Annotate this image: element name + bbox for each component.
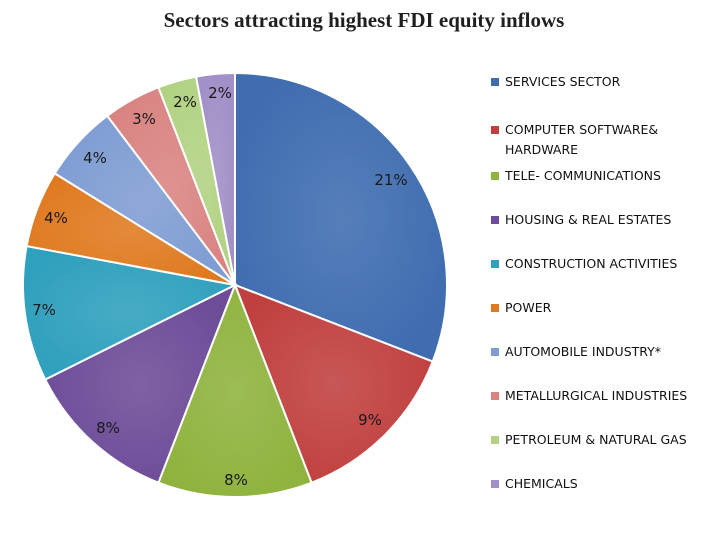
slice-data-label-8: 3% — [132, 110, 156, 128]
legend-label: COMPUTER SOFTWARE& HARDWARE — [505, 122, 659, 157]
slice-data-label-9: 2% — [173, 93, 197, 111]
pie-slice-2 — [233, 283, 434, 484]
legend-item-9: PETROLEUM & NATURAL GAS — [491, 430, 721, 450]
slice-data-label-10: 2% — [208, 84, 232, 102]
slice-data-label-6: 4% — [44, 209, 68, 227]
slice-data-label-4: 8% — [96, 419, 120, 437]
legend-swatch-icon — [491, 480, 499, 488]
legend-swatch-icon — [491, 260, 499, 268]
legend-item-4: HOUSING & REAL ESTATES — [491, 210, 721, 230]
legend-swatch-icon — [491, 216, 499, 224]
legend-item-10: CHEMICALS — [491, 474, 721, 494]
legend-swatch-icon — [491, 392, 499, 400]
legend-item-1: SERVICES SECTOR — [491, 72, 721, 92]
legend-label: AUTOMOBILE INDUSTRY* — [505, 344, 662, 359]
legend-label: CONSTRUCTION ACTIVITIES — [505, 256, 678, 271]
legend-swatch-icon — [491, 126, 499, 134]
legend-item-3: TELE- COMMUNICATIONS — [491, 166, 721, 186]
pie-slice-10 — [194, 71, 236, 286]
legend-item-7: AUTOMOBILE INDUSTRY* — [491, 342, 721, 362]
legend-label: CHEMICALS — [505, 476, 578, 491]
pie-slice-5 — [22, 244, 239, 381]
slice-data-label-2: 9% — [358, 411, 382, 429]
legend-label: PETROLEUM & NATURAL GAS — [505, 432, 687, 447]
legend-label: TELE- COMMUNICATIONS — [505, 168, 661, 183]
legend-label: POWER — [505, 300, 552, 315]
pie-slice-4 — [43, 282, 237, 484]
pie-slice-3 — [157, 282, 313, 498]
legend-item-5: CONSTRUCTION ACTIVITIES — [491, 254, 721, 274]
legend-item-2: COMPUTER SOFTWARE& HARDWARE — [491, 120, 721, 160]
slice-data-label-5: 7% — [32, 301, 56, 319]
legend-swatch-icon — [491, 304, 499, 312]
slice-data-label-3: 8% — [224, 471, 248, 489]
legend-swatch-icon — [491, 78, 499, 86]
legend-swatch-icon — [491, 436, 499, 444]
legend-label: SERVICES SECTOR — [505, 74, 621, 89]
legend-item-6: POWER — [491, 298, 721, 318]
legend-label: METALLURGICAL INDUSTRIES — [505, 388, 688, 403]
legend-swatch-icon — [491, 172, 499, 180]
chart-title: Sectors attracting highest FDI equity in… — [163, 8, 565, 32]
legend-item-8: METALLURGICAL INDUSTRIES — [491, 386, 721, 406]
slice-data-label-7: 4% — [83, 149, 107, 167]
legend-label: HOUSING & REAL ESTATES — [505, 212, 672, 227]
legend-swatch-icon — [491, 348, 499, 356]
pie-slice-1 — [234, 71, 448, 363]
slice-data-label-1: 21% — [374, 171, 407, 189]
